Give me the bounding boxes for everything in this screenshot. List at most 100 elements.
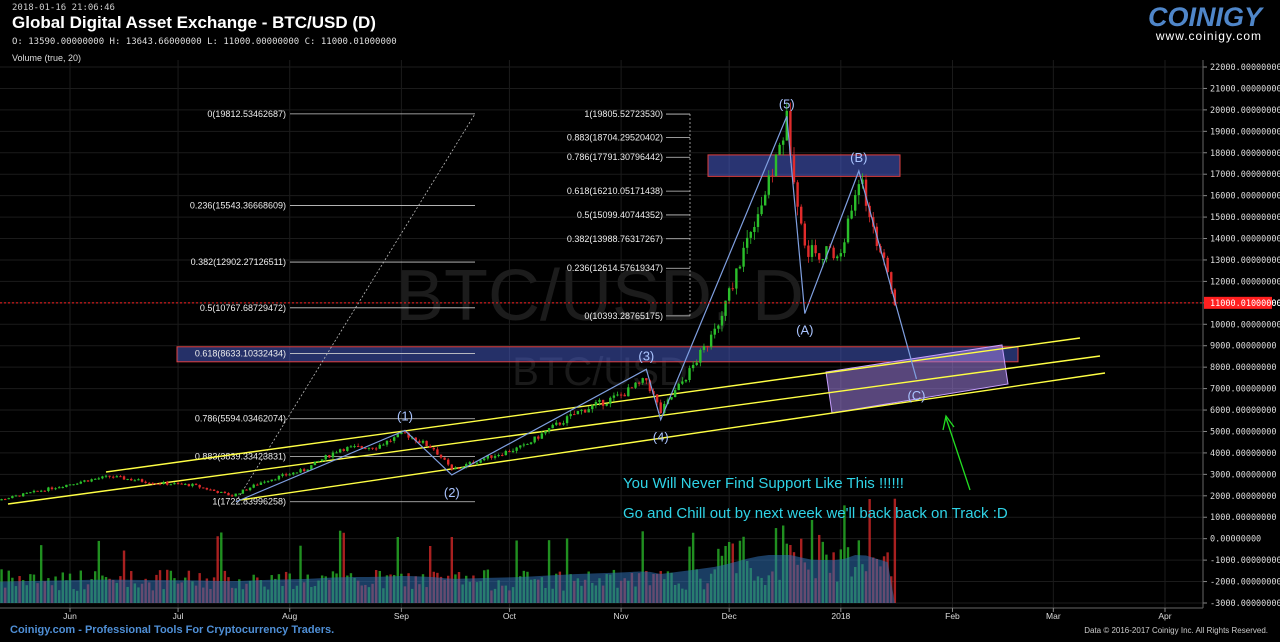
candle-body (540, 433, 544, 439)
candle-body (850, 210, 853, 219)
candle-body (742, 247, 745, 267)
wave-path (235, 116, 918, 503)
candle-body (360, 446, 363, 448)
volume-bar (515, 540, 518, 603)
candle-body (108, 475, 111, 477)
candle-body (763, 194, 767, 206)
volume-bar (338, 530, 342, 603)
candle-body (774, 154, 778, 177)
fib-right-label: 0.236(12614.57619347) (567, 263, 663, 273)
volume-indicator-label[interactable]: Volume (true, 20) (12, 53, 82, 63)
x-tick-label: Sep (394, 611, 409, 621)
candle-body (223, 491, 227, 493)
time-axis[interactable]: Jun Jul Aug Sep Oct Nov Dec 2018 Feb Mar Apr (0, 607, 1203, 621)
coinigy-logo[interactable]: COINIGY www.coinigy.com (1148, 2, 1262, 43)
candle-body (50, 487, 54, 490)
candle-body (284, 474, 288, 476)
candle-body (569, 414, 572, 417)
y-tick-label: -3000.00000000 (1210, 599, 1280, 609)
candle-body (47, 487, 50, 491)
candle-body (385, 440, 389, 445)
fib-right-label: 0.883(18704.29520402) (567, 133, 663, 143)
candle-body (180, 483, 183, 485)
candle-body (594, 401, 598, 406)
candle-body (490, 455, 493, 458)
candle-body (749, 231, 752, 238)
candle-body (619, 394, 623, 396)
candle-body (857, 184, 861, 196)
candle-body (562, 423, 565, 425)
candle-body (166, 481, 169, 485)
candle-body (504, 450, 508, 456)
channel-lines (7, 337, 1106, 505)
candle-body (270, 479, 273, 482)
candle-body (483, 458, 486, 461)
candle-body (194, 483, 198, 485)
candle-body (663, 403, 666, 414)
candle-body (126, 478, 129, 480)
y-tick-label: 0.00000000 (1210, 535, 1261, 545)
candle-body (623, 394, 626, 397)
volume-bar (450, 536, 454, 603)
candle-body (18, 495, 21, 497)
x-tick-label: Aug (282, 611, 297, 621)
candle-body (115, 476, 119, 478)
candle-body (720, 315, 724, 326)
y-tick-label: 19000.00000000 (1210, 127, 1280, 137)
candle-body (436, 449, 439, 455)
volume-bar (691, 532, 695, 603)
candle-body (277, 475, 281, 480)
y-tick-label: 18000.00000000 (1210, 149, 1280, 159)
candle-body (457, 468, 461, 470)
candle-body (295, 472, 299, 474)
candle-body (288, 474, 291, 476)
candle-body (230, 495, 234, 497)
annotation-note-1: You Will Never Find Support Like This !!… (623, 475, 904, 492)
x-tick-label: Oct (503, 611, 517, 621)
candle-body (432, 447, 435, 450)
volume-bar (220, 532, 223, 603)
candle-body (706, 346, 709, 348)
y-tick-label: 4000.00000000 (1210, 449, 1277, 459)
volume-bar (565, 538, 569, 603)
candle-body (612, 395, 616, 398)
candle-body (526, 443, 529, 445)
wave-label: (5) (779, 96, 795, 111)
candle-body (565, 416, 569, 424)
candle-body (25, 492, 28, 494)
candle-body (630, 387, 634, 389)
volume-bar (428, 545, 432, 603)
candle-body (396, 434, 399, 438)
candle-body (169, 484, 173, 486)
x-tick-label: Apr (1158, 611, 1171, 621)
candle-body (281, 474, 284, 476)
fibonacci-levels: 0(19812.53462687) 0.236(15543.36668609) 0.… (190, 109, 691, 507)
candle-body (274, 479, 277, 481)
candle-body (158, 483, 162, 485)
volume-bar (547, 540, 551, 603)
candle-body (133, 480, 137, 482)
x-tick-label: Mar (1046, 611, 1061, 621)
candle-body (364, 447, 367, 449)
wave-label: (C) (907, 388, 925, 403)
fib-right-label: 0(10393.28765175) (584, 311, 663, 321)
candle-body (184, 483, 187, 485)
candle-body (627, 387, 630, 397)
candle-body (634, 382, 637, 388)
candle-body (392, 437, 396, 441)
fib-left-label: 0.236(15543.36668609) (190, 200, 286, 210)
candle-body (670, 397, 673, 400)
price-axis[interactable]: 22000.00000000 21000.00000000 20000.000000… (0, 60, 1280, 609)
volume-bar (122, 550, 126, 603)
candle-body (241, 489, 245, 494)
candle-body (122, 476, 126, 480)
candle-body (302, 469, 306, 472)
footer-brand[interactable]: Coinigy.com - Professional Tools For Cry… (10, 624, 335, 636)
candle-body (681, 381, 684, 384)
candle-body (112, 476, 115, 478)
fib-right-label: 0.786(17791.30796442) (567, 152, 663, 162)
candle-body (259, 482, 263, 485)
candle-body (461, 467, 464, 469)
candle-body (428, 445, 432, 448)
